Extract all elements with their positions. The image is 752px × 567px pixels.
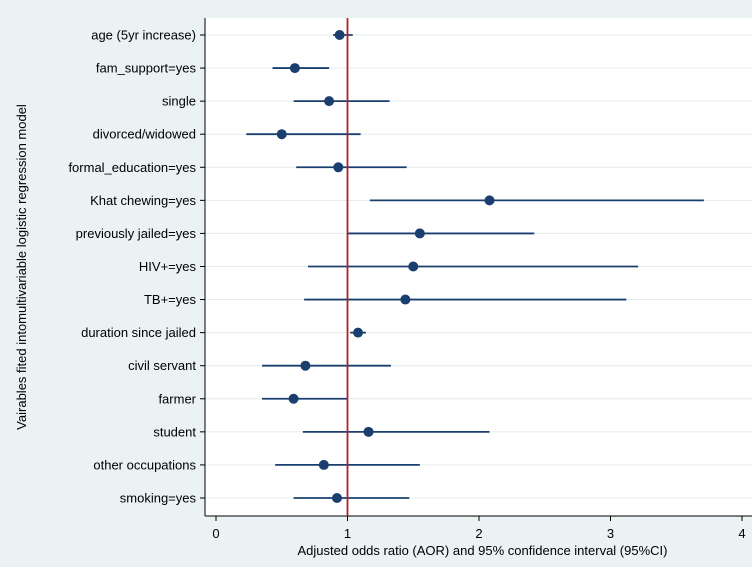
point-estimate-marker [353,327,364,338]
x-tick-label: 1 [344,526,351,541]
x-tick-label: 0 [212,526,219,541]
point-estimate-marker [289,63,300,74]
row-label: divorced/widowed [93,127,196,142]
point-estimate-marker [414,228,425,239]
x-tick-label: 4 [738,526,745,541]
row-label: formal_education=yes [68,160,196,175]
row-label: duration since jailed [81,325,196,340]
point-estimate-marker [288,393,299,404]
row-label: civil servant [128,358,196,373]
row-label: student [153,424,196,439]
axis-layer: 0 1 2 3 4 [200,18,752,541]
x-axis-title: Adjusted odds ratio (AOR) and 95% confid… [298,543,668,558]
row-label: fam_support=yes [96,61,197,76]
x-tick-label: 3 [607,526,614,541]
row-label: other occupations [93,457,196,472]
point-estimate-marker [484,195,495,206]
point-estimate-marker [276,129,287,140]
x-tick-label: 2 [475,526,482,541]
point-estimate-marker [333,162,344,173]
row-label: farmer [158,391,196,406]
point-estimate-marker [300,360,311,371]
row-label: single [162,94,196,109]
point-estimate-marker [400,294,411,305]
point-estimate-marker [363,426,374,437]
y-axis-title: Vairables fited intomultivariable logist… [14,104,29,430]
point-estimate-marker [334,30,345,40]
point-estimate-marker [324,96,335,107]
row-label: TB+=yes [144,292,197,307]
marker-layer [276,30,495,503]
row-label: Khat chewing=yes [90,193,196,208]
point-estimate-marker [408,261,419,272]
row-label: previously jailed=yes [76,226,197,241]
point-estimate-marker [331,492,342,503]
row-label: HIV+=yes [139,259,197,274]
row-label: smoking=yes [120,490,197,505]
row-label: age (5yr increase) [91,28,196,43]
point-estimate-marker [318,459,329,470]
